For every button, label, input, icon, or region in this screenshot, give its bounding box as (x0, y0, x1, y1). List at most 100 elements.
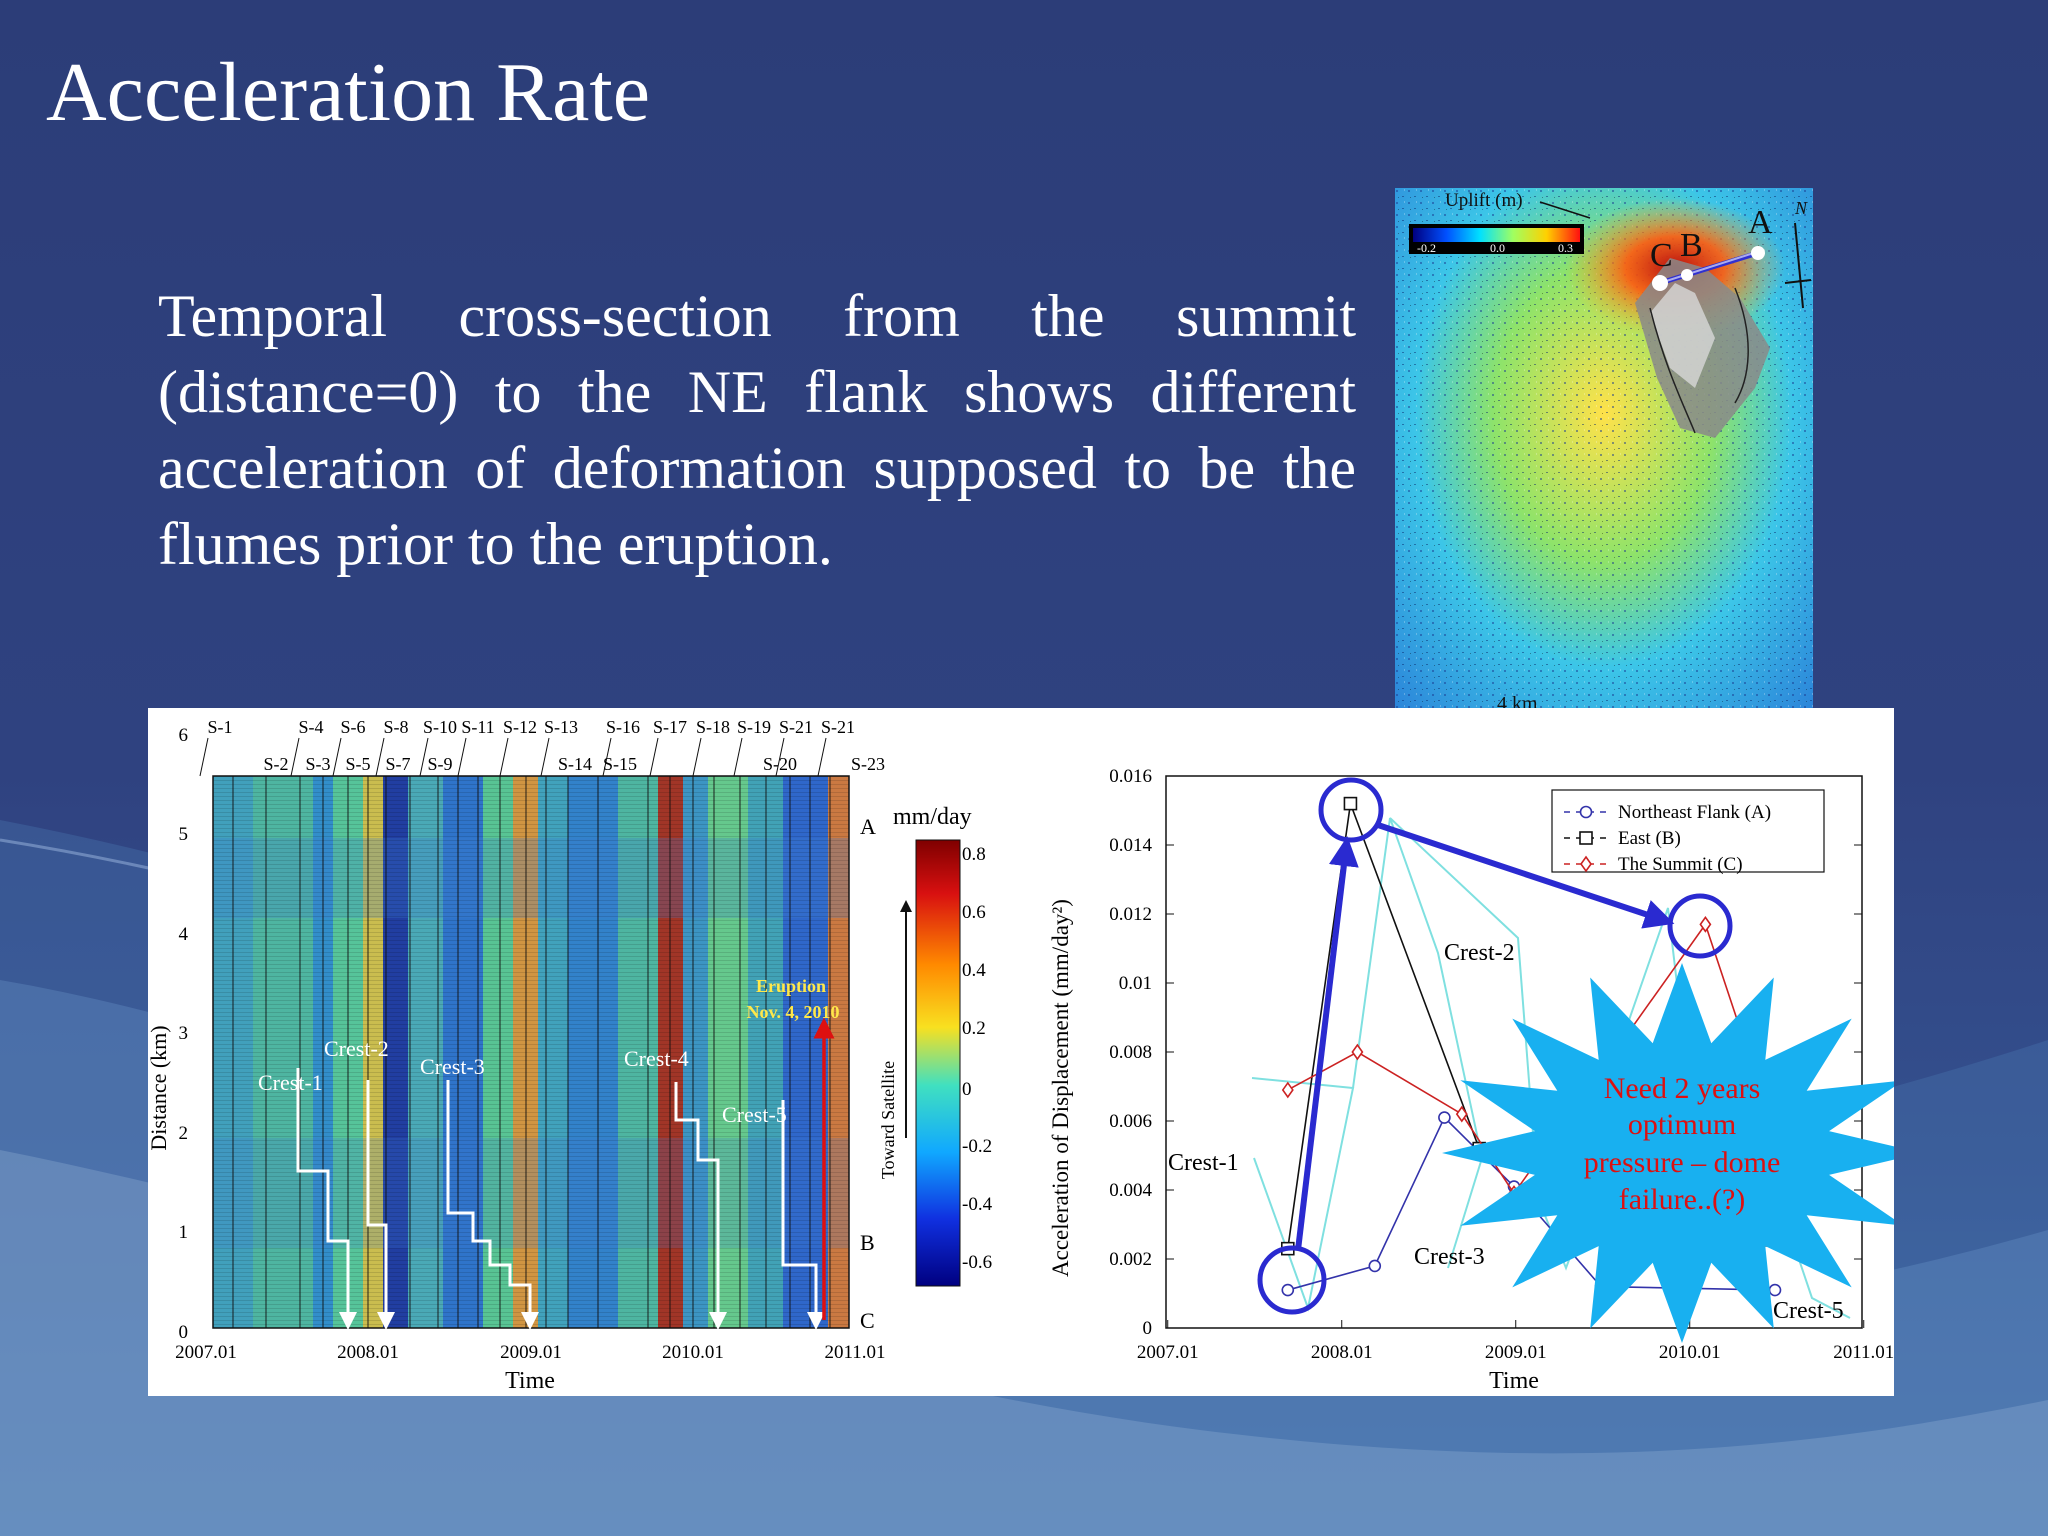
line-chart-crest-label: Crest-2 (1444, 940, 1515, 966)
colorbar-title: mm/day (893, 804, 972, 830)
colorbar-tick: -0.4 (962, 1194, 993, 1215)
point-c-label: C (1650, 237, 1673, 274)
heatmap-colorbar: mm/day 0.8 0.6 0.4 0.2 0 -0.2 -0.4 -0.6 … (878, 804, 993, 1287)
data-point (1281, 1081, 1294, 1099)
profile-label-b: B (860, 1230, 875, 1255)
heatmap-y-tick: 6 (179, 725, 189, 746)
heatmap-crest-label: Crest-4 (624, 1046, 689, 1071)
line-chart-y-tick: 0.016 (1109, 766, 1152, 787)
line-chart-x-tick: 2011.01 (1833, 1342, 1894, 1363)
legend-entry: The Summit (C) (1618, 854, 1743, 875)
acceleration-line-chart: 0 0.002 0.004 0.006 0.008 0.01 0.012 0.014 0.016… (1048, 766, 1922, 1394)
scene-label: S-20 (763, 754, 797, 774)
crest-3-path (446, 1080, 539, 1330)
data-point (1455, 1105, 1468, 1123)
line-chart-y-label: Acceleration of Displacement (mm/day²) (1048, 899, 1073, 1277)
scene-label: S-23 (851, 754, 885, 774)
scene-label: S-2 (263, 754, 288, 774)
scene-label: S-1 (207, 717, 232, 737)
colorbar-tick: 0.2 (962, 1018, 986, 1039)
line-chart-y-tick: 0.01 (1119, 973, 1152, 994)
scene-label: S-21 (779, 717, 813, 737)
line-chart-y-tick: 0.006 (1109, 1111, 1152, 1132)
heatmap-x-tick: 2010.01 (662, 1342, 724, 1363)
data-point (1351, 1043, 1364, 1061)
scene-label: S-3 (305, 754, 330, 774)
callout-line: Need 2 years (1604, 1072, 1761, 1105)
scene-label: S-18 (696, 717, 730, 737)
crest-5-path (781, 1100, 825, 1330)
heatmap-y-tick: 3 (179, 1023, 189, 1044)
scene-label: S-5 (345, 754, 370, 774)
data-point (1281, 1283, 1295, 1297)
callout-line: failure..(?) (1619, 1183, 1746, 1216)
colorbar-tick: 0.8 (962, 844, 986, 865)
legend-entry: East (B) (1618, 828, 1681, 849)
line-chart-x-label: Time (1489, 1368, 1539, 1394)
profile-label-a: A (860, 814, 876, 839)
heatmap-crest-label: Crest-3 (420, 1054, 485, 1079)
profile-label-c: C (860, 1308, 875, 1333)
scene-label: S-11 (461, 717, 494, 737)
heatmap-crest-label: Crest-2 (324, 1036, 389, 1061)
data-point (1699, 915, 1712, 933)
colorbar-tick: -0.6 (962, 1252, 992, 1273)
point-a-marker (1751, 246, 1765, 260)
toward-satellite-label: Toward Satellite (878, 1061, 898, 1179)
scene-label: S-6 (340, 717, 365, 737)
callout-starburst: Need 2 years optimum pressure – dome fai… (1442, 963, 1922, 1343)
north-arrow-icon (1794, 222, 1804, 309)
legend-entry: Northeast Flank (A) (1618, 802, 1771, 823)
line-chart-y-tick: 0 (1143, 1318, 1153, 1339)
heatmap-crest-label: Crest-1 (258, 1070, 323, 1095)
heatmap-x-tick: 2009.01 (500, 1342, 562, 1363)
heatmap-y-tick: 1 (179, 1222, 189, 1243)
line-chart-y-tick: 0.014 (1109, 835, 1152, 856)
scene-label: S-10 (423, 717, 457, 737)
scene-label: S-12 (503, 717, 537, 737)
line-chart-y-tick: 0.012 (1109, 904, 1152, 925)
line-chart-y-tick: 0.008 (1109, 1042, 1152, 1063)
map-colorbar-tick: 0.3 (1558, 241, 1573, 255)
data-point (1368, 1259, 1382, 1273)
scene-label: S-8 (383, 717, 408, 737)
line-chart-x-tick: 2010.01 (1659, 1342, 1721, 1363)
scene-label: S-21 (821, 717, 855, 737)
point-b-marker (1681, 269, 1693, 281)
line-chart-crest-label: Crest-1 (1168, 1150, 1239, 1176)
line-chart-x-tick: 2008.01 (1311, 1342, 1373, 1363)
heatmap-x-tick: 2007.01 (175, 1342, 237, 1363)
heatmap-crest-label: Crest-5 (722, 1102, 787, 1127)
heatmap-y-tick: 4 (179, 924, 189, 945)
scene-label: S-19 (737, 717, 771, 737)
crest-1-path (296, 1068, 357, 1330)
heatmap-y-label: Distance (km) (148, 1025, 171, 1150)
heatmap-y-tick: 2 (179, 1123, 189, 1144)
figure-panel: 0 1 2 3 4 5 6 Distance (km) 2007.01 2008… (146, 708, 1922, 1396)
callout-line: optimum (1628, 1108, 1736, 1141)
legend-marker (1579, 831, 1593, 845)
blue-arrow (1377, 822, 1675, 929)
crest-4-path (674, 1082, 727, 1330)
highlight-circle (1257, 1245, 1327, 1315)
deformation-map: Uplift (m) -0.2 0.0 0.3 A B C N 4 km (1395, 188, 1813, 752)
scene-label: S-4 (298, 717, 323, 737)
map-colorbar-tick: -0.2 (1417, 241, 1436, 255)
line-chart-crest-label: Crest-3 (1414, 1244, 1485, 1270)
scene-label: S-17 (653, 717, 687, 737)
scene-label: S-13 (544, 717, 578, 737)
map-colorbar-label: Uplift (m) (1445, 190, 1523, 211)
crest-2-path (366, 1080, 395, 1330)
colorbar-tick: 0.6 (962, 902, 986, 923)
heatmap-x-tick: 2011.01 (824, 1342, 885, 1363)
scene-label: S-15 (603, 754, 637, 774)
map-colorbar-tick: 0.0 (1490, 241, 1505, 255)
point-a-label: A (1748, 204, 1773, 241)
callout-line: pressure – dome (1584, 1146, 1781, 1179)
legend-marker (1580, 855, 1592, 873)
line-chart-crest-label: Crest-5 (1773, 1298, 1844, 1324)
line-chart-y-tick: 0.002 (1109, 1249, 1152, 1270)
point-b-label: B (1680, 227, 1703, 264)
line-chart-x-tick: 2007.01 (1137, 1342, 1199, 1363)
